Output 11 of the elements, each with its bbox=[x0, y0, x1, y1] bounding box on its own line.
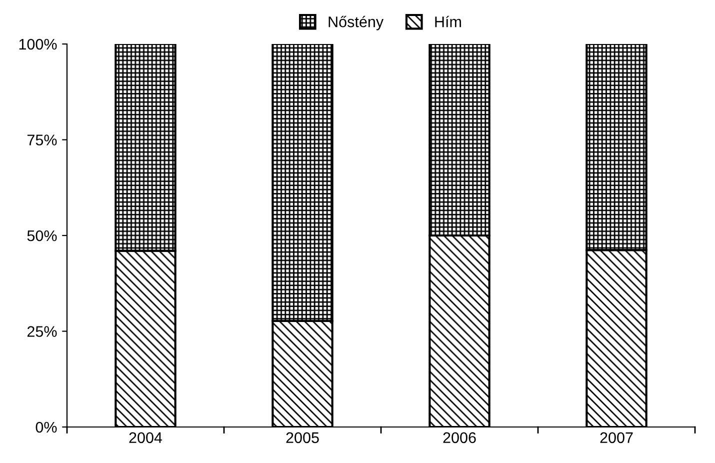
x-tick-label: 2004 bbox=[129, 432, 162, 444]
legend-label: Hím bbox=[435, 16, 461, 28]
legend-label: Nőstény bbox=[328, 16, 384, 30]
y-tick-label: 100% bbox=[19, 38, 57, 50]
y-tick-label: 25% bbox=[27, 326, 57, 337]
y-tick-label: 50% bbox=[27, 230, 57, 242]
y-tick-label: 0% bbox=[36, 422, 57, 433]
x-tick-label: 2007 bbox=[600, 432, 633, 444]
y-tick-label: 75% bbox=[27, 134, 57, 146]
x-tick-label: 2006 bbox=[443, 432, 476, 444]
x-tick-label: 2005 bbox=[286, 432, 319, 444]
